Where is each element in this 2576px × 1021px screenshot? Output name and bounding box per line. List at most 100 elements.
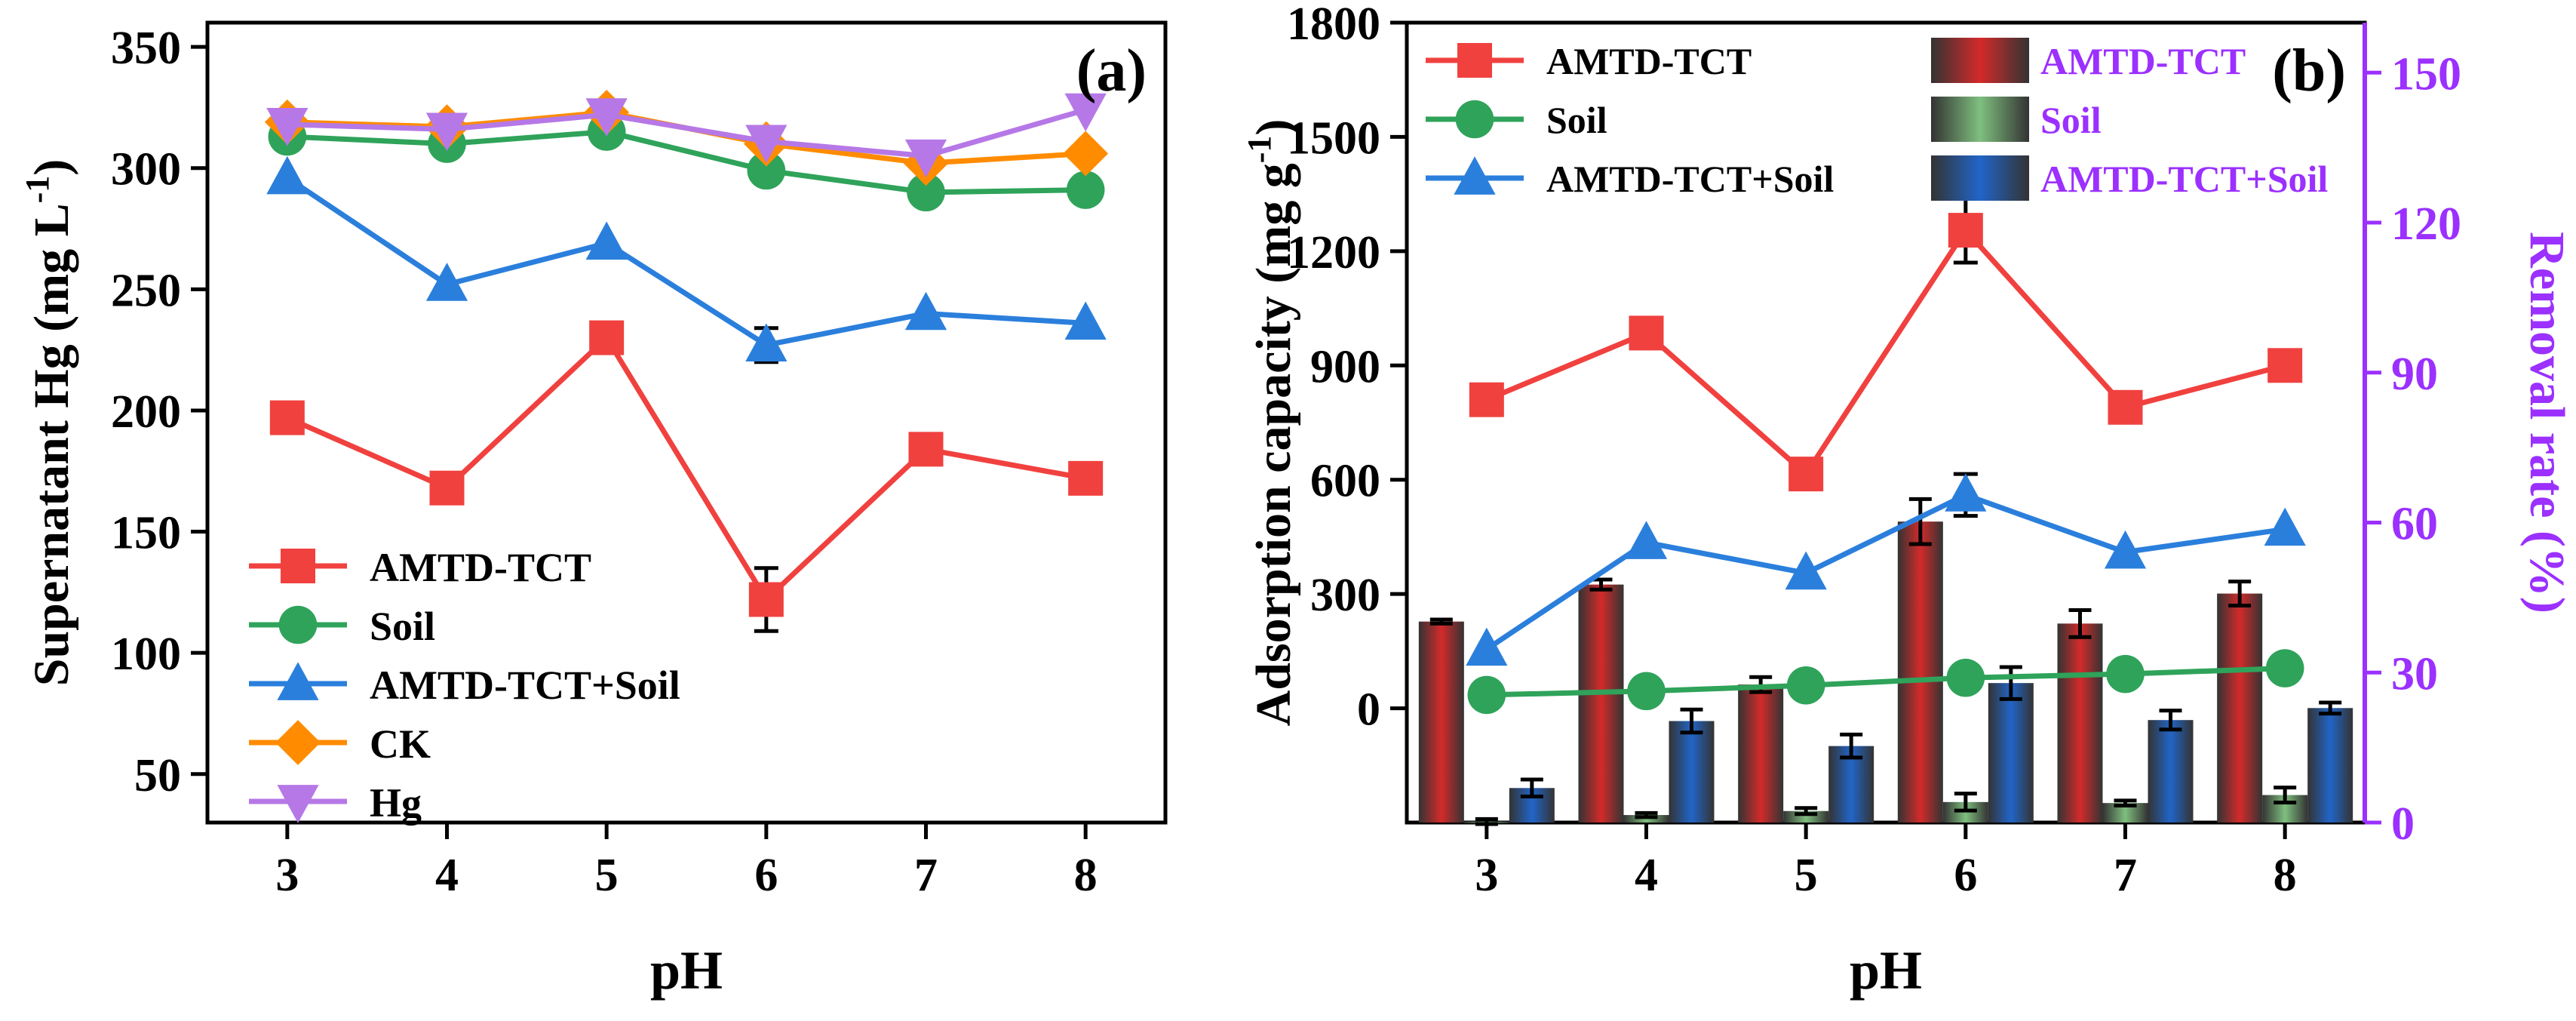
data-point-amtd-tct (2267, 348, 2303, 383)
legend-item-hg: Hg (249, 780, 422, 826)
panel-b-label: (b) (2272, 38, 2346, 104)
right-y-tick-label: 60 (2391, 499, 2438, 550)
left-y-tick-label: 900 (1310, 341, 1380, 392)
legend-marker (1454, 156, 1496, 195)
x-tick-label: 8 (2274, 850, 2297, 901)
series-line-ck (287, 109, 1086, 166)
legend-label: AMTD-TCT (2040, 40, 2246, 82)
left-y-tick-label: 1200 (1287, 227, 1380, 278)
bar-amtd-tct (1738, 684, 1784, 823)
data-point-amtd-tct-soil (1466, 627, 1508, 666)
legend-marker (277, 785, 319, 823)
series-line-amtd-tct-soil (285, 175, 1086, 348)
y-tick-label: 300 (111, 144, 181, 195)
data-point-amtd-tct-soil (1785, 551, 1827, 590)
line-series-amtd-tct-soil (1466, 472, 2306, 666)
legend-marker (281, 549, 315, 583)
x-tick-label: 3 (1475, 850, 1498, 901)
line-series-soil (1467, 649, 2304, 715)
data-point-hg (266, 108, 309, 146)
panel-b-left-y-label-close: ) (1246, 119, 1301, 136)
data-point-amtd-tct (748, 582, 784, 617)
left-y-tick-label: 600 (1310, 456, 1380, 507)
data-point-soil (2265, 649, 2304, 687)
x-tick-label: 5 (595, 850, 619, 901)
x-tick-label: 6 (754, 850, 778, 901)
legend-line-item-amtd-tct-soil: AMTD-TCT+Soil (1426, 156, 1834, 200)
legend-item-soil: Soil (249, 604, 435, 649)
line-series-amtd-tct (1469, 195, 2303, 492)
legend-label: AMTD-TCT+Soil (1546, 158, 1834, 200)
right-y-tick-label: 120 (2391, 198, 2461, 250)
panel-b-left-y-label-sup: -1 (1241, 136, 1278, 164)
series-line-amtd-tct-soil (1485, 492, 2286, 652)
x-tick-label: 4 (1635, 850, 1658, 901)
left-y-tick-label: 300 (1310, 570, 1380, 621)
legend-label: AMTD-TCT (1546, 40, 1752, 82)
data-point-amtd-tct-soil (585, 221, 628, 260)
x-tick-label: 7 (914, 850, 938, 901)
data-point-amtd-tct-soil (425, 263, 468, 301)
data-point-amtd-tct (1629, 315, 1664, 351)
legend-bar-item-amtd-tct-soil: AMTD-TCT+Soil (1931, 155, 2328, 201)
panel-a-y-ticks: 50 100 150 200 250 300 350 (111, 23, 207, 801)
panel-b-left-y-label-main: Adsorption capacity (mg g (1246, 163, 1301, 726)
data-point-amtd-tct (1948, 213, 1983, 248)
data-point-soil (2106, 654, 2145, 693)
data-point-amtd-tct-soil (1064, 301, 1107, 340)
x-tick-label: 7 (2114, 850, 2137, 901)
series-line-soil (1486, 666, 2286, 698)
data-point-amtd-tct (908, 432, 944, 467)
series-line-hg (287, 107, 1087, 159)
right-y-tick-label: 0 (2391, 798, 2415, 850)
left-y-tick-label: 1500 (1287, 112, 1380, 164)
data-point-ck (1063, 131, 1109, 177)
legend-marker (1455, 100, 1494, 139)
panel-b-right-y-ticks: 0 30 60 90 120 150 (2365, 48, 2461, 850)
panel-a-y-label-sup: -1 (19, 176, 56, 204)
bar-amtd-tct (1578, 584, 1624, 823)
y-tick-label: 200 (111, 386, 181, 438)
legend-marker (1457, 43, 1492, 78)
panel-b-left-y-label: Adsorption capacity (mg g-1) (1241, 119, 1301, 727)
legend-label: Soil (2040, 99, 2102, 141)
legend-bar-item-soil: Soil (1931, 97, 2102, 142)
bar-amtd-tct (2057, 623, 2103, 823)
panel-a: 3 4 5 6 7 8 50 100 150 200 250 300 350 (a) pH Super… (19, 20, 1168, 1001)
data-point-soil (747, 151, 786, 190)
panel-b-lines (1466, 195, 2306, 715)
legend-label: AMTD-TCT+Soil (370, 663, 680, 708)
data-point-soil (907, 173, 945, 212)
panel-a-frame (205, 20, 1168, 825)
series-line-soil (287, 129, 1086, 195)
panel-a-x-ticks: 3 4 5 6 7 8 (275, 823, 1098, 901)
legend-label: Soil (1546, 99, 1607, 141)
y-tick-label: 150 (111, 508, 181, 559)
series-amtd-tct (269, 320, 1104, 633)
series-amtd-tct-soil (266, 155, 1107, 364)
data-point-soil (1627, 672, 1666, 711)
panel-a-x-label: pH (650, 940, 723, 1001)
data-point-amtd-tct (1788, 457, 1824, 492)
panel-b-left-y-ticks: 0 300 600 900 1200 1500 1800 (1287, 0, 1407, 736)
panel-a-label: (a) (1076, 38, 1147, 104)
legend-marker (275, 720, 321, 765)
data-point-amtd-tct-soil (1945, 473, 1987, 512)
panel-b-bars (1418, 497, 2353, 826)
bar-amtd-tct (1897, 521, 1943, 823)
bar-amtd-tct-soil (2307, 708, 2353, 823)
data-point-soil (1786, 666, 1825, 705)
data-point-amtd-tct-soil (745, 323, 788, 362)
panel-a-series (264, 89, 1109, 633)
series-line-amtd-tct (1485, 226, 2286, 478)
x-tick-label: 5 (1795, 850, 1818, 901)
y-tick-label: 100 (111, 629, 181, 680)
data-point-amtd-tct (2108, 389, 2143, 425)
panel-b-x-ticks: 3 4 5 6 7 8 (1475, 823, 2297, 901)
legend-marker (277, 662, 319, 700)
left-y-tick-label: 0 (1357, 684, 1380, 736)
data-point-soil (1946, 658, 1985, 697)
right-y-tick-label: 30 (2391, 648, 2438, 700)
legend-label: CK (370, 721, 431, 767)
